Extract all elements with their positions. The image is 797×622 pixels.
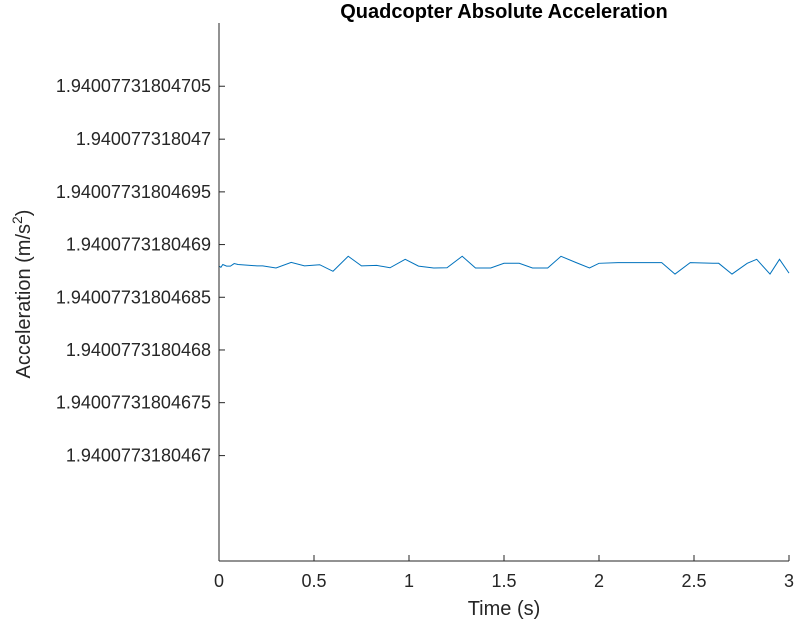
y-axis-label-main: Acceleration (m/s bbox=[13, 224, 35, 379]
y-axis: 1.9400773180467 1.94007731804675 1.9400773… bbox=[56, 76, 225, 466]
y-tick-label: 1.940077318047 bbox=[76, 129, 211, 149]
y-tick-label: 1.9400773180469 bbox=[66, 235, 211, 255]
plot-area bbox=[218, 23, 790, 562]
x-tick-label: 1.5 bbox=[491, 571, 516, 591]
y-tick-label: 1.9400773180468 bbox=[66, 340, 211, 360]
x-tick-label: 3 bbox=[784, 571, 794, 591]
y-axis-label-superscript: 2 bbox=[9, 216, 25, 224]
y-tick-label: 1.94007731804685 bbox=[56, 287, 211, 307]
x-tick-label: 1 bbox=[404, 571, 414, 591]
y-axis-label-close: ) bbox=[13, 210, 35, 217]
x-tick-label: 2.5 bbox=[681, 571, 706, 591]
y-axis-label: Acceleration (m/s2) bbox=[9, 210, 35, 379]
y-tick-label: 1.94007731804675 bbox=[56, 393, 211, 413]
plot-background bbox=[219, 23, 789, 561]
series-line-0 bbox=[218, 255, 790, 275]
x-axis-label: Time (s) bbox=[468, 598, 541, 620]
x-tick-label: 0 bbox=[214, 571, 224, 591]
x-tick-label: 0.5 bbox=[301, 571, 326, 591]
y-tick-label: 1.9400773180467 bbox=[66, 446, 211, 466]
x-axis: 0 0.5 1 1.5 2 2.5 3 bbox=[214, 555, 794, 591]
y-tick-label: 1.94007731804695 bbox=[56, 182, 211, 202]
x-tick-label: 2 bbox=[594, 571, 604, 591]
y-tick-label: 1.94007731804705 bbox=[56, 76, 211, 96]
chart-title: Quadcopter Absolute Acceleration bbox=[340, 1, 667, 23]
